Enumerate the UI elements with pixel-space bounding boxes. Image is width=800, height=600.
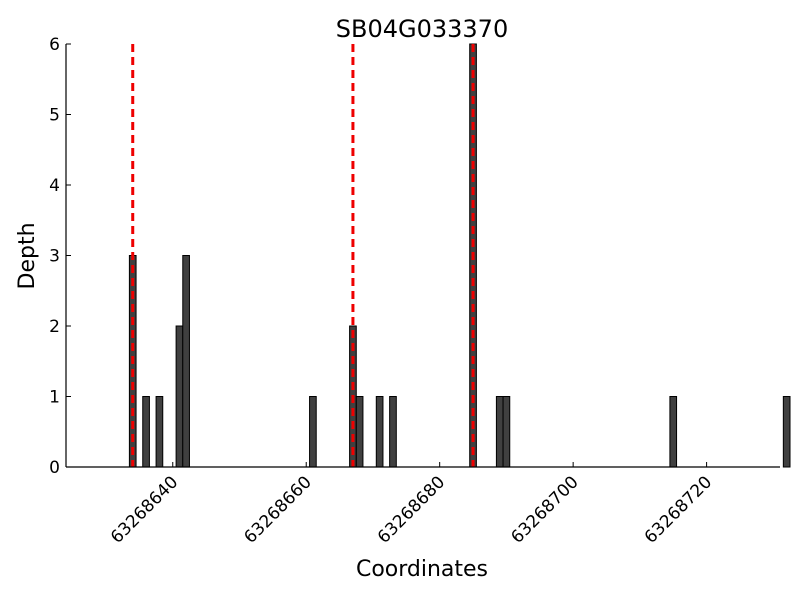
y-tick-label: 5 — [49, 106, 60, 126]
bar-2 — [155, 396, 164, 468]
y-tick-label: 2 — [49, 317, 60, 337]
y-tick-label: 0 — [49, 458, 60, 478]
y-axis-title: Depth — [15, 222, 40, 289]
chart-title: SB04G033370 — [336, 15, 508, 43]
bar-14 — [782, 396, 791, 468]
bar-7 — [355, 396, 364, 468]
bar-1 — [142, 396, 150, 468]
bar-9 — [389, 396, 397, 468]
x-tick-label: 63268640 — [107, 472, 182, 547]
x-ticks: 63268640 63268660 63268680 63268700 63268720 — [107, 462, 716, 548]
y-tick-label: 3 — [49, 247, 60, 267]
x-axis-title: Coordinates — [356, 557, 488, 582]
y-tick-label: 6 — [49, 35, 60, 55]
bars-layer — [128, 43, 791, 468]
bar-8 — [375, 396, 384, 468]
x-tick-label: 63268700 — [507, 472, 582, 547]
x-tick-label: 63268720 — [641, 472, 716, 547]
x-tick-label: 63268660 — [240, 472, 315, 547]
y-ticks: 0 1 2 3 4 5 6 — [49, 35, 71, 478]
marker-lines-layer — [131, 44, 475, 467]
bar-13 — [669, 396, 678, 468]
bar-4 — [182, 255, 190, 468]
y-tick-label: 1 — [49, 388, 60, 408]
bar-5 — [309, 396, 317, 468]
y-tick-label: 4 — [49, 176, 60, 196]
bar-3 — [175, 325, 184, 468]
bar-11 — [495, 396, 504, 468]
x-tick-label: 63268680 — [374, 472, 449, 547]
bar-12 — [502, 396, 511, 468]
